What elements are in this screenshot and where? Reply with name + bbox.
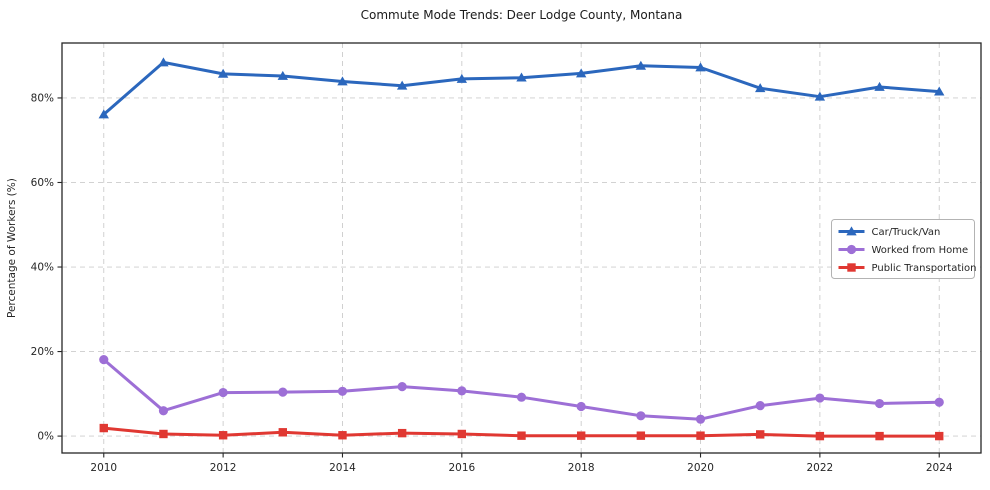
series-marker-public-transportation [815, 431, 825, 441]
series-marker-public-transportation [218, 431, 228, 440]
legend-swatch-marker [847, 263, 856, 272]
x-tick-label: 2020 [687, 462, 714, 474]
series-marker-worked-from-home [218, 387, 228, 398]
series-marker-worked-from-home [636, 411, 646, 421]
series-line-worked-from-home [102, 358, 941, 421]
series-marker-public-transportation [576, 431, 586, 440]
legend-swatch-marker [846, 244, 857, 255]
x-tick-label: 2018 [568, 462, 595, 474]
series-marker-public-transportation [99, 423, 108, 433]
series-marker-car-truck-van [277, 70, 288, 80]
series-marker-public-transportation [397, 428, 407, 438]
series-marker-public-transportation [457, 429, 467, 439]
series-marker-worked-from-home [755, 401, 765, 411]
series-marker-car-truck-van [635, 60, 647, 70]
series-marker-public-transportation [278, 428, 287, 437]
series-marker-car-truck-van [337, 76, 348, 86]
series-marker-car-truck-van [814, 91, 826, 101]
x-tick-label: 2014 [329, 462, 356, 474]
series-marker-worked-from-home [934, 397, 944, 407]
y-tick-label: 80% [31, 93, 54, 105]
legend-box [831, 219, 975, 279]
series-marker-worked-from-home [457, 386, 467, 396]
series-marker-worked-from-home [576, 401, 586, 412]
x-tick-label: 2016 [448, 462, 475, 474]
y-tick-label: 40% [31, 262, 54, 274]
series-marker-public-transportation [517, 431, 526, 440]
series-marker-worked-from-home [874, 398, 885, 409]
chart-title: Commute Mode Trends: Deer Lodge County, … [360, 8, 683, 22]
series-marker-car-truck-van [98, 109, 109, 119]
series-line-car-truck-van [102, 60, 941, 116]
y-tick-label: 60% [31, 177, 54, 189]
series-marker-worked-from-home [516, 392, 527, 402]
series-marker-car-truck-van [874, 81, 885, 91]
series-marker-car-truck-van [217, 68, 229, 78]
legend-label: Worked from Home [872, 245, 969, 256]
series-marker-car-truck-van [575, 68, 587, 78]
series-marker-worked-from-home [337, 386, 348, 396]
series-marker-public-transportation [696, 431, 705, 440]
y-tick-label: 20% [31, 346, 54, 358]
series-marker-public-transportation [935, 431, 944, 441]
y-tick-label: 0% [37, 431, 54, 443]
series-marker-public-transportation [159, 429, 168, 439]
series-marker-car-truck-van [456, 73, 468, 83]
series-marker-worked-from-home [278, 387, 288, 397]
series-marker-public-transportation [338, 431, 347, 440]
series-marker-car-truck-van [695, 62, 706, 72]
series-marker-public-transportation [756, 430, 765, 439]
series-marker-car-truck-van [396, 80, 408, 90]
series-marker-car-truck-van [158, 57, 169, 67]
series-marker-car-truck-van [516, 72, 527, 82]
series-marker-car-truck-van [934, 86, 945, 96]
series-marker-worked-from-home [397, 382, 407, 392]
series-marker-public-transportation [636, 431, 646, 440]
series-marker-worked-from-home [99, 354, 109, 365]
x-tick-label: 2012 [210, 462, 237, 474]
plot-border [61, 42, 982, 454]
legend-label: Car/Truck/Van [872, 227, 941, 238]
series-marker-car-truck-van [755, 83, 766, 93]
series-marker-worked-from-home [695, 414, 706, 424]
series-marker-worked-from-home [815, 393, 825, 403]
x-tick-label: 2010 [90, 462, 117, 474]
x-tick-label: 2024 [926, 462, 953, 474]
legend-swatch-marker [846, 226, 857, 236]
x-tick-label: 2022 [807, 462, 834, 474]
series-marker-worked-from-home [158, 406, 169, 416]
legend-label: Public Transportation [872, 263, 977, 274]
series-marker-public-transportation [875, 431, 884, 441]
